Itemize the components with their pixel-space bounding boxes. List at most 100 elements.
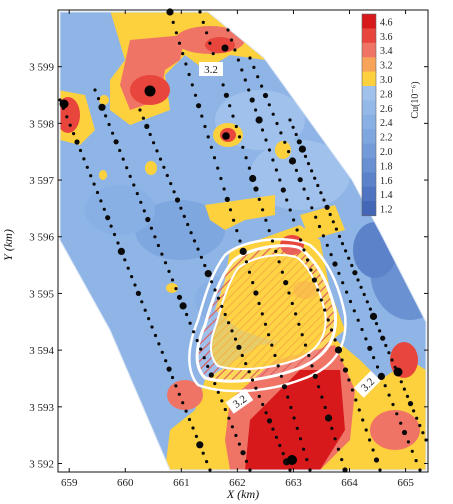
sample-point [344, 249, 348, 253]
sample-point [240, 68, 244, 72]
sample-point [306, 196, 310, 201]
sample-point [220, 304, 224, 308]
sample-point [82, 157, 86, 161]
sample-point [298, 238, 303, 242]
sample-point [111, 131, 115, 135]
sample-point [305, 258, 310, 262]
sample-point [72, 132, 76, 136]
sample-point [213, 288, 217, 292]
sample-point [364, 428, 368, 432]
sample-point [264, 411, 268, 415]
sample-point [109, 224, 113, 228]
sample-point-large [393, 367, 403, 377]
sample-point [223, 92, 229, 98]
sample-point [166, 366, 172, 372]
sample-point [345, 290, 349, 294]
sample-point [181, 52, 185, 56]
sample-point [283, 140, 287, 144]
sample-point [267, 229, 271, 233]
sample-point [126, 266, 130, 270]
sample-point [128, 174, 132, 178]
sample-point [58, 98, 62, 102]
colorbar-swatch [362, 186, 376, 202]
sample-point [383, 384, 387, 388]
sample-point [271, 112, 275, 116]
sample-point [238, 239, 242, 243]
sample-point [153, 333, 158, 338]
sample-point [223, 312, 227, 317]
colorbar-level-label: 2.0 [380, 147, 393, 158]
sample-point [192, 239, 197, 243]
sample-point [257, 197, 261, 201]
sample-point [116, 241, 120, 245]
sample-point [68, 123, 72, 127]
sample-point [213, 382, 217, 386]
sample-point [253, 186, 259, 192]
sample-point [220, 399, 224, 403]
sample-point [371, 448, 375, 452]
colorbar-swatch [362, 71, 376, 87]
sample-point [322, 198, 326, 202]
sample-point [143, 308, 147, 312]
sample-point [167, 269, 171, 273]
sample-point [130, 275, 134, 279]
sample-point [157, 342, 161, 346]
sample-point [174, 384, 178, 388]
colorbar-frame [361, 13, 377, 216]
colorbar-swatch [362, 172, 376, 188]
sample-point [298, 145, 306, 153]
sample-point [294, 312, 298, 316]
sample-point [250, 378, 255, 382]
sample-point [337, 234, 342, 238]
sample-point [78, 148, 83, 153]
sample-point [285, 198, 289, 202]
sample-point [152, 141, 156, 145]
sample-point [203, 124, 207, 129]
sample-point [200, 114, 204, 118]
sample-point [373, 457, 380, 463]
sample-point [290, 301, 294, 306]
y-tick-label: 3 594 [29, 345, 54, 357]
sample-point [98, 103, 106, 111]
sample-point [260, 128, 265, 132]
sample-point [89, 174, 93, 178]
sample-point [231, 114, 235, 118]
survey-region [60, 12, 426, 470]
sample-point [232, 218, 236, 222]
sample-point [288, 468, 292, 472]
sample-point [179, 302, 187, 310]
sample-point [170, 375, 175, 380]
sample-point [212, 156, 217, 160]
sample-point [264, 218, 268, 222]
sample-point [288, 157, 297, 165]
y-tick-label: 3 599 [29, 62, 54, 74]
sample-point [324, 414, 333, 422]
sample-point [221, 83, 225, 87]
sample-point [332, 261, 338, 267]
sample-point [347, 378, 351, 382]
sample-point [307, 353, 311, 358]
sample-point [375, 365, 380, 369]
sample-point [278, 178, 282, 182]
sample-point [247, 88, 251, 92]
colorbar-swatch [362, 158, 376, 173]
sample-point [251, 281, 255, 285]
sample-point [316, 288, 320, 292]
sample-point [164, 359, 168, 363]
sample-point [244, 362, 248, 366]
y-axis-title: Y (km) [1, 229, 15, 261]
sample-point [294, 168, 298, 172]
colorbar-swatch [362, 129, 376, 145]
colorbar-level-label: 3.6 [380, 32, 393, 43]
y-tick-label: 3 597 [29, 175, 54, 187]
sample-point [247, 370, 251, 374]
sample-point [160, 350, 164, 354]
sample-point [340, 458, 344, 462]
sample-point [399, 421, 403, 425]
sample-point [319, 191, 323, 195]
sample-point [177, 41, 182, 45]
sample-point [330, 426, 334, 430]
sample-point [189, 231, 193, 235]
sample-point [280, 270, 284, 274]
sample-point [93, 88, 97, 92]
